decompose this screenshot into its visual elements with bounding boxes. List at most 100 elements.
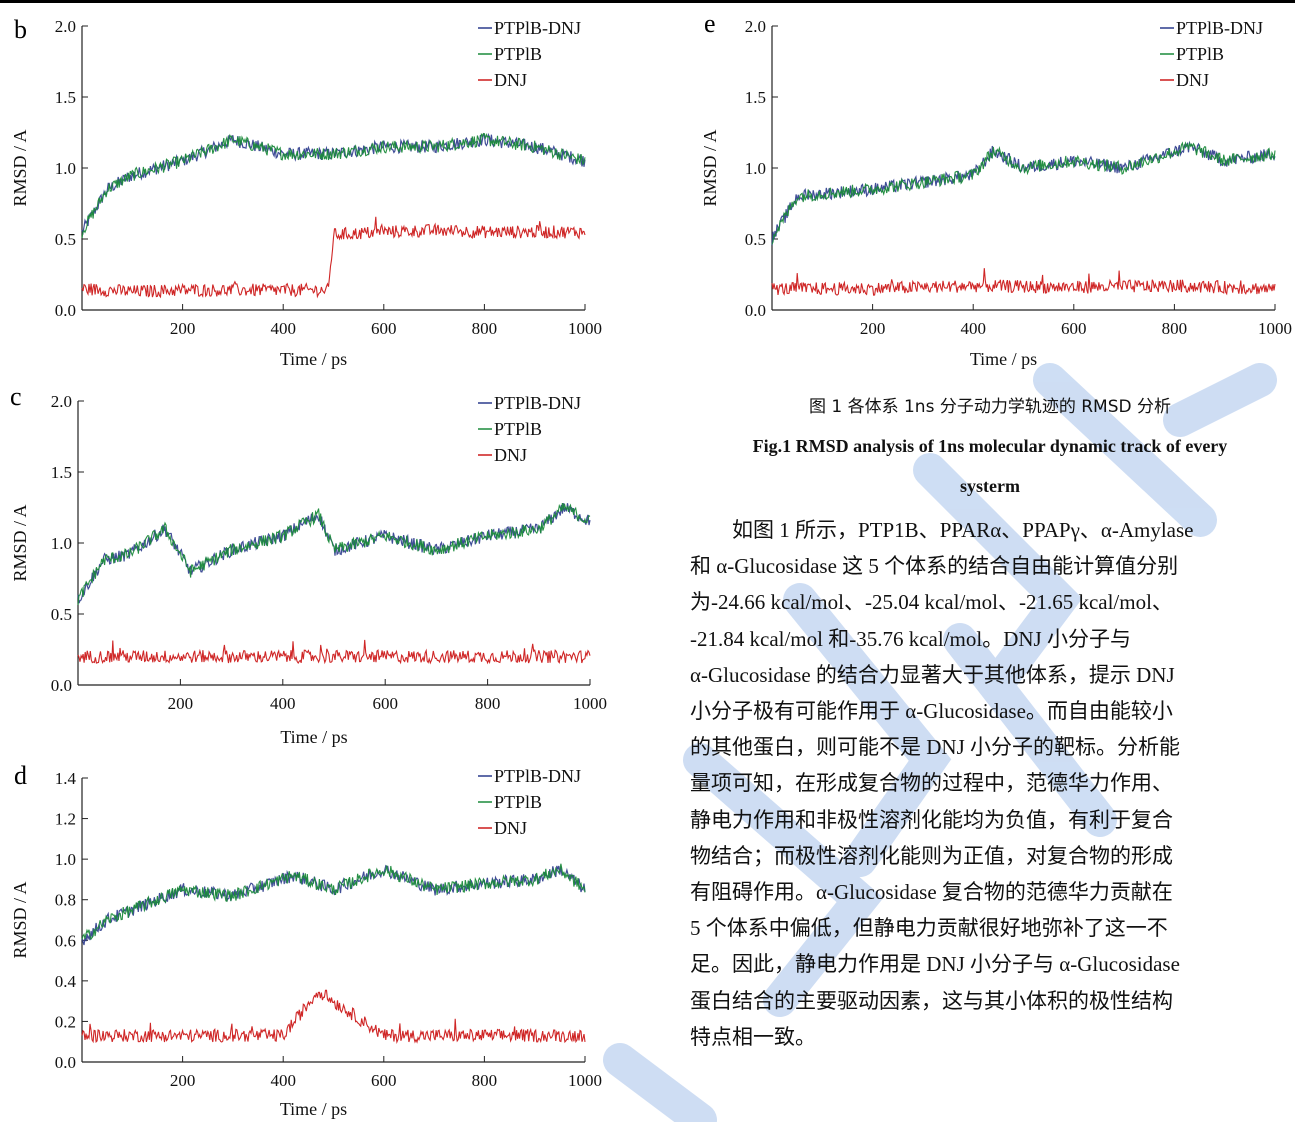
- x-axis-label: Time / ps: [280, 349, 347, 369]
- figure-caption-cn: 图 1 各体系 1ns 分子动力学轨迹的 RMSD 分析: [808, 397, 1172, 417]
- x-tick-label: 1000: [573, 694, 607, 713]
- x-tick-label: 200: [860, 319, 886, 338]
- y-tick-label: 1.5: [55, 88, 76, 107]
- y-tick-label: 2.0: [55, 17, 76, 36]
- legend-entry: PTPlB: [494, 419, 542, 439]
- body-line: 物结合；而极性溶剂化能则为正值，对复合物的形成: [690, 843, 1173, 868]
- y-tick-label: 0.5: [55, 230, 76, 249]
- body-line: α-Glucosidase 的结合力显著大于其他体系，提示 DNJ: [690, 662, 1175, 687]
- y-tick-label: 0.4: [55, 972, 77, 991]
- legend-entry: PTPlB-DNJ: [494, 393, 581, 413]
- y-tick-label: 1.5: [745, 88, 766, 107]
- body-line: 有阻碍作用。α-Glucosidase 复合物的范德华力贡献在: [690, 880, 1173, 905]
- y-tick-label: 0.6: [55, 931, 76, 950]
- series-line-ptplb: [81, 133, 586, 239]
- x-tick-label: 800: [472, 319, 498, 338]
- chart-d: d 0.0 0.2 0.4 0.6 0.8 1.0 1.2 1.4 200 400 600 800 100…: [10, 761, 602, 1119]
- body-line: 和 α-Glucosidase 这 5 个体系的结合自由能计算值分别: [690, 554, 1179, 579]
- x-tick-label: 200: [170, 319, 196, 338]
- panel-label: d: [14, 761, 27, 790]
- series-line-dnj: [81, 216, 586, 299]
- body-paragraph: 如图 1 所示，PTP1B、PPARα、PPAPγ、α-Amylase 和 α-…: [690, 512, 1295, 1055]
- legend-entry: PTPlB: [494, 792, 542, 812]
- y-tick-label: 1.0: [55, 159, 76, 178]
- chart-e: e 0.0 0.5 1.0 1.5 2.0 200 400 600 800 1000 Time / p…: [700, 9, 1292, 369]
- body-line: -21.84 kcal/mol 和-35.76 kcal/mol。DNJ 小分子…: [690, 626, 1131, 651]
- y-axis-label: RMSD / A: [700, 129, 720, 206]
- body-line: 为-24.66 kcal/mol、-25.04 kcal/mol、-21.65 …: [690, 590, 1173, 615]
- x-tick-label: 600: [371, 1071, 397, 1090]
- series-line-dnj: [81, 989, 586, 1045]
- legend-entry: DNJ: [1176, 70, 1209, 90]
- x-tick-label: 600: [371, 319, 397, 338]
- figure-caption-en: Fig.1 RMSD analysis of 1ns molecular dyn…: [752, 436, 1228, 456]
- x-tick-label: 800: [1162, 319, 1188, 338]
- y-tick-label: 2.0: [51, 392, 72, 411]
- body-line: 小分子极有可能作用于 α-Glucosidase。而自由能较小: [690, 699, 1173, 724]
- legend-entry: PTPlB-DNJ: [1176, 18, 1263, 38]
- body-line: 的其他蛋白，则可能不是 DNJ 小分子的靶标。分析能: [690, 735, 1181, 760]
- legend-entry: DNJ: [494, 818, 527, 838]
- legend-entry: DNJ: [494, 70, 527, 90]
- body-line: 足。因此，静电力作用是 DNJ 小分子与 α-Glucosidase: [690, 952, 1180, 977]
- y-axis-label: RMSD / A: [10, 881, 30, 958]
- y-tick-label: 0.5: [745, 230, 766, 249]
- chart-c: c 0.0 0.5 1.0 1.5 2.0 200 400 600 800 1000 Time / p…: [10, 382, 607, 747]
- y-tick-label: 0.2: [55, 1012, 76, 1031]
- x-tick-label: 1000: [568, 319, 602, 338]
- body-line: 静电力作用和非极性溶剂化能均为负值，有利于复合: [690, 807, 1173, 832]
- y-tick-label: 1.2: [55, 810, 76, 829]
- y-tick-label: 2.0: [745, 17, 766, 36]
- x-tick-label: 400: [270, 694, 296, 713]
- x-tick-label: 1000: [1258, 319, 1292, 338]
- panel-label: e: [704, 9, 716, 38]
- y-tick-label: 0.0: [55, 1053, 76, 1072]
- x-tick-label: 800: [475, 694, 501, 713]
- panel-label: c: [10, 382, 22, 411]
- body-line: 蛋白结合的主要驱动因素，这与其小体积的极性结构: [690, 988, 1173, 1013]
- y-tick-label: 1.0: [51, 534, 72, 553]
- series-line-ptplb-dnj: [77, 503, 591, 604]
- series-line-ptplb: [81, 863, 586, 941]
- y-tick-label: 0.0: [745, 301, 766, 320]
- x-tick-label: 600: [372, 694, 398, 713]
- series-line-ptplb: [771, 141, 1276, 245]
- panel-e: e 0.0 0.5 1.0 1.5 2.0 200 400 600 800 1000 Time / p…: [690, 8, 1292, 378]
- panel-b: b 0.0 0.5 1.0 1.5 2.0 200 400 600 800 1000 Time / p…: [0, 8, 640, 378]
- chart-b: b 0.0 0.5 1.0 1.5 2.0 200 400 600 800 1000 Time / p…: [10, 15, 602, 369]
- x-tick-label: 1000: [568, 1071, 602, 1090]
- legend-entry: PTPlB: [494, 44, 542, 64]
- series-line-dnj: [771, 268, 1276, 296]
- x-tick-label: 400: [270, 1071, 296, 1090]
- panel-label: b: [14, 15, 27, 44]
- x-tick-label: 200: [170, 1071, 196, 1090]
- body-line: 如图 1 所示，PTP1B、PPARα、PPAPγ、α-Amylase: [690, 518, 1194, 542]
- y-tick-label: 1.4: [55, 769, 77, 788]
- y-tick-label: 0.8: [55, 891, 76, 910]
- body-line: 量项可知，在形成复合物的过程中，范德华力作用、: [690, 771, 1173, 796]
- legend-entry: DNJ: [494, 445, 527, 465]
- series-line-dnj: [77, 639, 591, 665]
- x-tick-label: 600: [1061, 319, 1087, 338]
- body-line: 特点相一致。: [690, 1024, 816, 1049]
- y-tick-label: 1.0: [55, 850, 76, 869]
- legend-entry: PTPlB-DNJ: [494, 766, 581, 786]
- x-axis-label: Time / ps: [280, 727, 347, 747]
- x-tick-label: 800: [472, 1071, 498, 1090]
- x-axis-label: Time / ps: [970, 349, 1037, 369]
- y-axis-label: RMSD / A: [10, 129, 30, 206]
- panel-d: d 0.0 0.2 0.4 0.6 0.8 1.0 1.2 1.4 200 400 600 800 100…: [0, 760, 640, 1122]
- series-line-ptplb-dnj: [81, 864, 586, 946]
- y-tick-label: 0.5: [51, 605, 72, 624]
- y-tick-label: 0.0: [55, 301, 76, 320]
- x-axis-label: Time / ps: [280, 1099, 347, 1119]
- series-line-ptplb: [77, 503, 591, 606]
- top-rule: [0, 0, 1295, 3]
- x-tick-label: 400: [270, 319, 296, 338]
- legend-entry: PTPlB-DNJ: [494, 18, 581, 38]
- x-tick-label: 200: [168, 694, 194, 713]
- y-tick-label: 0.0: [51, 676, 72, 695]
- panel-c: c 0.0 0.5 1.0 1.5 2.0 200 400 600 800 1000 Time / p…: [0, 382, 640, 753]
- y-tick-label: 1.0: [745, 159, 766, 178]
- y-axis-label: RMSD / A: [10, 504, 30, 581]
